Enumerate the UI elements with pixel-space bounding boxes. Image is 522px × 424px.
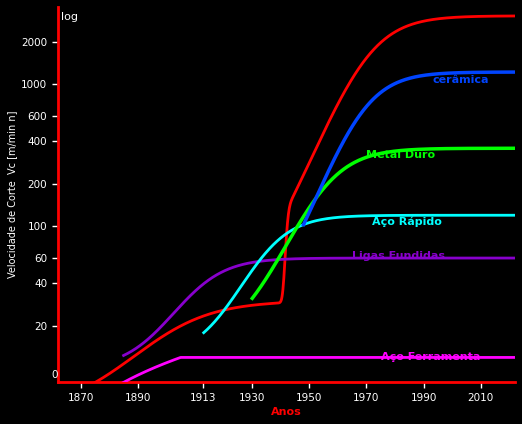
Text: Aço Rápido: Aço Rápido: [372, 217, 442, 227]
Text: Metal Duro: Metal Duro: [366, 150, 435, 160]
Text: Ligas Fundidas: Ligas Fundidas: [352, 251, 445, 261]
Text: Aço Ferramenta: Aço Ferramenta: [381, 352, 480, 363]
Text: 0: 0: [51, 370, 57, 380]
Y-axis label: Velocidade de Corte  Vc [m/min n]: Velocidade de Corte Vc [m/min n]: [7, 111, 17, 279]
Text: cerâmica: cerâmica: [432, 75, 489, 85]
X-axis label: Anos: Anos: [271, 407, 302, 417]
Text: log: log: [61, 12, 77, 22]
